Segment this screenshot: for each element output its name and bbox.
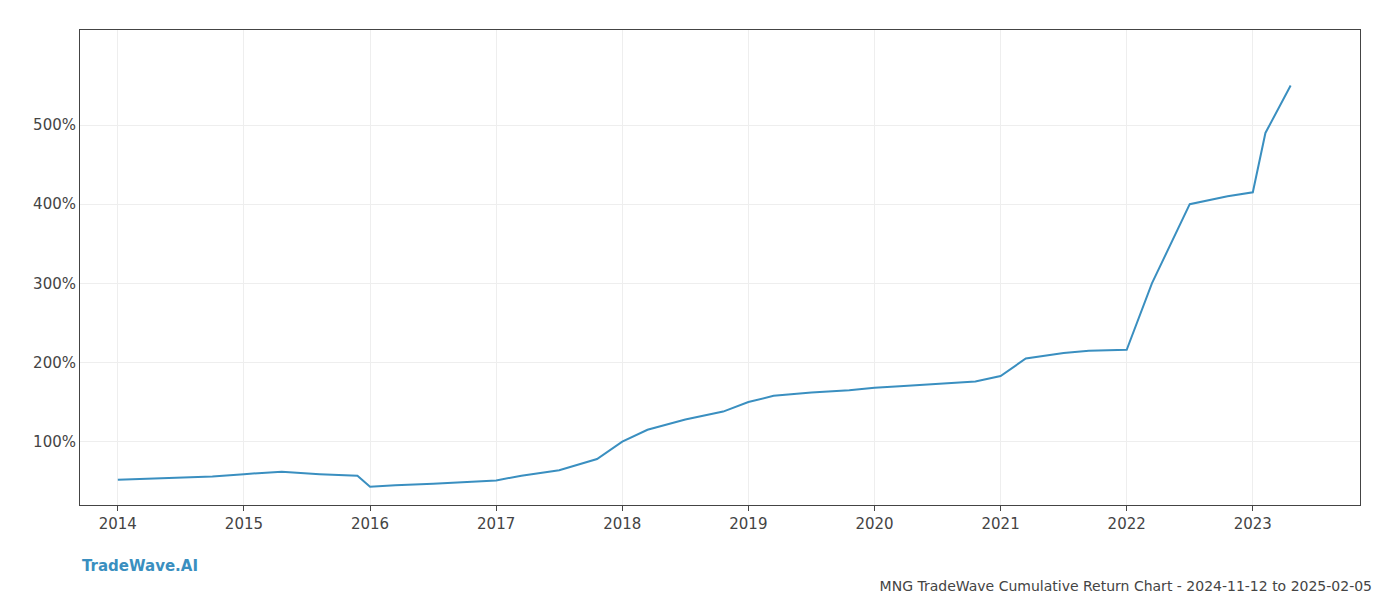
svg-text:2023: 2023	[1234, 515, 1272, 533]
svg-text:2014: 2014	[99, 515, 137, 533]
svg-text:2022: 2022	[1108, 515, 1146, 533]
svg-text:200%: 200%	[33, 354, 76, 372]
svg-text:100%: 100%	[33, 433, 76, 451]
svg-text:2017: 2017	[477, 515, 515, 533]
svg-text:300%: 300%	[33, 275, 76, 293]
svg-text:2020: 2020	[855, 515, 893, 533]
svg-text:2019: 2019	[729, 515, 767, 533]
svg-text:2018: 2018	[603, 515, 641, 533]
svg-text:MNG TradeWave Cumulative Retur: MNG TradeWave Cumulative Return Chart - …	[880, 578, 1372, 594]
svg-text:2015: 2015	[225, 515, 263, 533]
svg-text:TradeWave.AI: TradeWave.AI	[82, 557, 198, 575]
svg-text:500%: 500%	[33, 116, 76, 134]
svg-text:2021: 2021	[981, 515, 1019, 533]
svg-text:400%: 400%	[33, 195, 76, 213]
svg-text:2016: 2016	[351, 515, 389, 533]
